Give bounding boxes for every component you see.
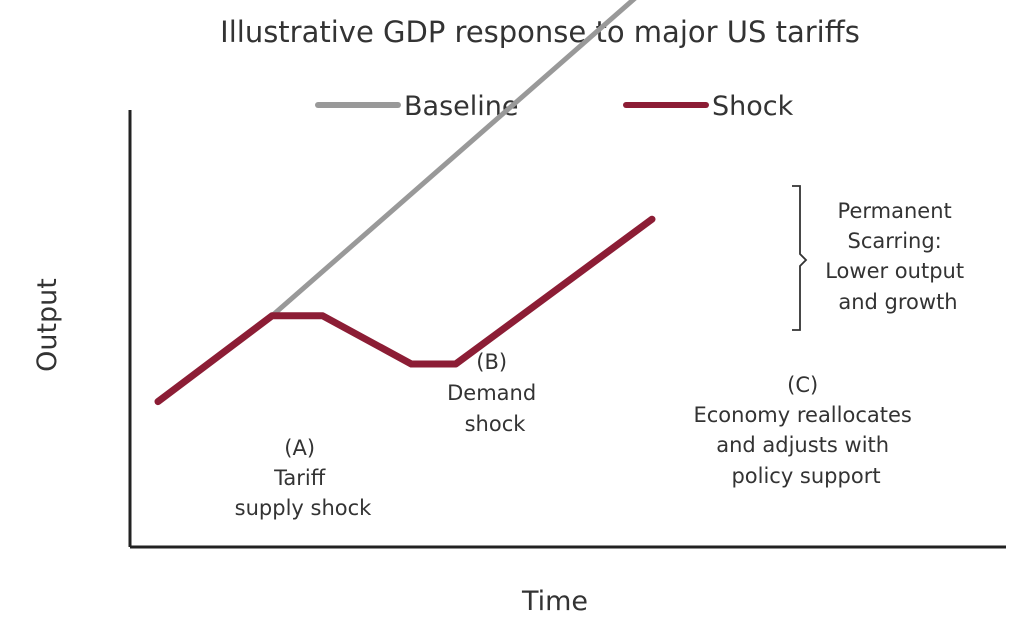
- annotation-b: (B) Demand shock: [447, 350, 543, 436]
- chart-title: Illustrative GDP response to major US ta…: [220, 15, 860, 49]
- annotation-a-line: Tariff: [273, 466, 326, 490]
- annotation-b-line: (B): [476, 350, 507, 374]
- legend-label-shock: Shock: [712, 91, 794, 122]
- series-line-shock: [154, 215, 656, 406]
- x-axis-label: Time: [521, 586, 588, 617]
- annotation-b-line: Demand: [447, 381, 536, 405]
- annotation-b-line: shock: [465, 412, 527, 436]
- annotation-a: (A) Tariff supply shock: [235, 436, 372, 520]
- annotation-scarring-line: Scarring:: [848, 229, 942, 253]
- annotation-scarring-line: Lower output: [825, 259, 964, 283]
- annotation-c-line: policy support: [731, 464, 880, 488]
- annotation-c-line: (C): [787, 373, 818, 397]
- series-layer: [154, 0, 656, 406]
- annotation-scarring-line: Permanent: [838, 199, 952, 223]
- y-axis-label: Output: [32, 278, 63, 372]
- annotation-a-line: supply shock: [235, 496, 372, 520]
- series-line-baseline: [269, 0, 637, 319]
- annotation-a-line: (A): [284, 436, 315, 460]
- annotation-c-line: and adjusts with: [716, 433, 889, 457]
- axes: [128, 110, 1006, 549]
- annotation-scarring-line: and growth: [838, 290, 957, 314]
- annotation-scarring: Permanent Scarring: Lower output and gro…: [825, 199, 971, 314]
- legend: Baseline Shock: [315, 91, 794, 122]
- annotation-c-line: Economy reallocates: [693, 403, 911, 427]
- annotation-c: (C) Economy reallocates and adjusts with…: [693, 373, 918, 488]
- scarring-bracket: [792, 185, 808, 331]
